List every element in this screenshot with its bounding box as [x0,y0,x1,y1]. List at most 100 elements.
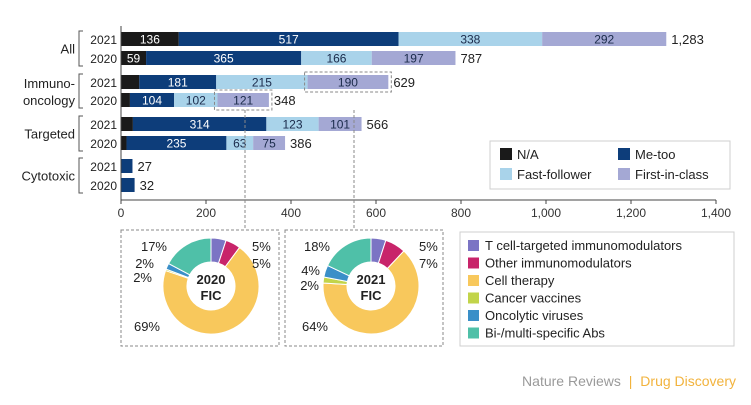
x-tick-label: 800 [451,206,471,220]
segment-value-label: 136 [140,33,160,47]
bar-total-label: 32 [140,178,154,193]
donut-legend-frame [459,231,735,347]
group-label-line: Cytotoxic [22,169,76,184]
journal-credit: Nature Reviews | Drug Discovery [522,373,736,389]
legend-swatch [500,148,512,160]
bar-segment-n-a [121,75,140,89]
donut-legend-swatch [468,327,479,339]
donut-legend: T cell-targeted immunomodulators Other im… [459,231,735,347]
segment-value-label: 102 [186,94,206,108]
donut-slice [326,237,372,277]
segment-value-label: 197 [404,52,424,66]
bar-segment-fast-follower [266,117,319,131]
bar-legend-frame [489,140,731,190]
legend-swatch [618,168,630,180]
bar-segment-first-in-class [371,51,456,65]
donut-center-year: 2020 [197,272,226,287]
credit-journal: Nature Reviews [522,373,621,389]
bar-total-label: 1,283 [671,32,704,47]
bar-segment-fast-follower [216,75,308,89]
legend-label: N/A [517,147,539,162]
bar-segment-n-a [121,117,133,131]
stacked-bar-chart: All 2021 136 517 338 292 1,283 2020 59 365 166 197 7… [22,26,731,220]
segment-value-label: 314 [190,118,210,132]
bar-segment-me-too [139,75,217,89]
donut-slice [322,250,420,335]
group-bracket [78,73,83,109]
group-label: Targeted [24,127,75,142]
group-bracket [78,115,83,152]
bar-total-label: 386 [290,136,312,151]
bar-segment-fast-follower [301,51,372,65]
x-tick-label: 200 [196,206,216,220]
donut-legend-swatch [468,257,479,269]
bar-segment-me-too [132,117,267,131]
donut-percent-label: 18% [304,239,330,254]
bar-total-label: 787 [460,51,482,66]
donut-legend-swatch [468,310,479,321]
bar-segment-me-too [121,159,133,173]
donut-slice [167,237,212,276]
segment-value-label: 215 [252,76,272,90]
group-label-line: Immuno- [24,76,75,91]
credit-section: Drug Discovery [640,373,736,389]
bar-segment-first-in-class [542,32,667,46]
legend-swatch [500,168,512,180]
segment-value-label: 104 [142,94,162,108]
donut-center-fic: FIC [361,288,383,303]
fic-highlight-guides [213,71,392,230]
legend-label: Fast-follower [517,167,592,182]
x-tick-label: 0 [118,206,125,220]
bar-total-label: 629 [393,75,415,90]
donut-frame [284,229,444,347]
bar-segment-n-a [121,93,130,107]
group-label-line: All [61,42,76,57]
segment-value-label: 121 [233,94,253,108]
year-label: 2021 [90,33,117,47]
highlight-box-2020 [213,89,273,111]
donut-percent-label: 7% [419,256,438,271]
bar-segment-first-in-class [318,117,362,131]
legend-label: Me-too [635,147,675,162]
group-label: All [61,42,76,57]
donut-percent-label: 5% [252,239,271,254]
group-bracket [78,30,83,67]
donut-percent-label: 64% [302,319,328,334]
x-tick-label: 1,400 [701,206,731,220]
donut-legend-label: Cancer vaccines [485,291,582,306]
donut-legend-label: Other immunomodulators [485,256,632,271]
bar-segment-fast-follower [226,136,254,150]
credit-separator: | [629,373,633,389]
segment-value-label: 338 [460,33,480,47]
bar-segment-first-in-class [217,93,269,107]
x-tick-label: 1,200 [616,206,646,220]
bar-segment-me-too [121,178,135,192]
bar-segment-n-a [121,32,179,46]
bar-segment-first-in-class [307,75,389,89]
segment-value-label: 63 [233,137,247,151]
donut-legend-label: Oncolytic viruses [485,308,584,323]
bar-segment-fast-follower [398,32,543,46]
year-label: 2020 [90,52,117,66]
year-label: 2020 [90,179,117,193]
group-label: Immuno-oncology [23,76,76,108]
donut-legend-label: Bi-/multi-specific Abs [485,326,605,341]
donut-frame [120,229,280,347]
year-label: 2021 [90,118,117,132]
bar-segment-me-too [126,136,227,150]
segment-value-label: 123 [282,118,302,132]
donut-slice [162,246,260,335]
segment-value-label: 235 [166,137,186,151]
x-tick-label: 1,000 [531,206,561,220]
segment-value-label: 517 [279,33,299,47]
highlight-box-2021 [304,71,392,93]
donut-legend-swatch [468,275,479,286]
bar-segment-n-a [121,51,147,65]
donut-percent-label: 69% [134,319,160,334]
donut-percent-label: 17% [141,239,167,254]
bar-legend: N/A Me-too Fast-follower First-in-class [489,140,731,190]
donut-legend-swatch [468,240,479,251]
